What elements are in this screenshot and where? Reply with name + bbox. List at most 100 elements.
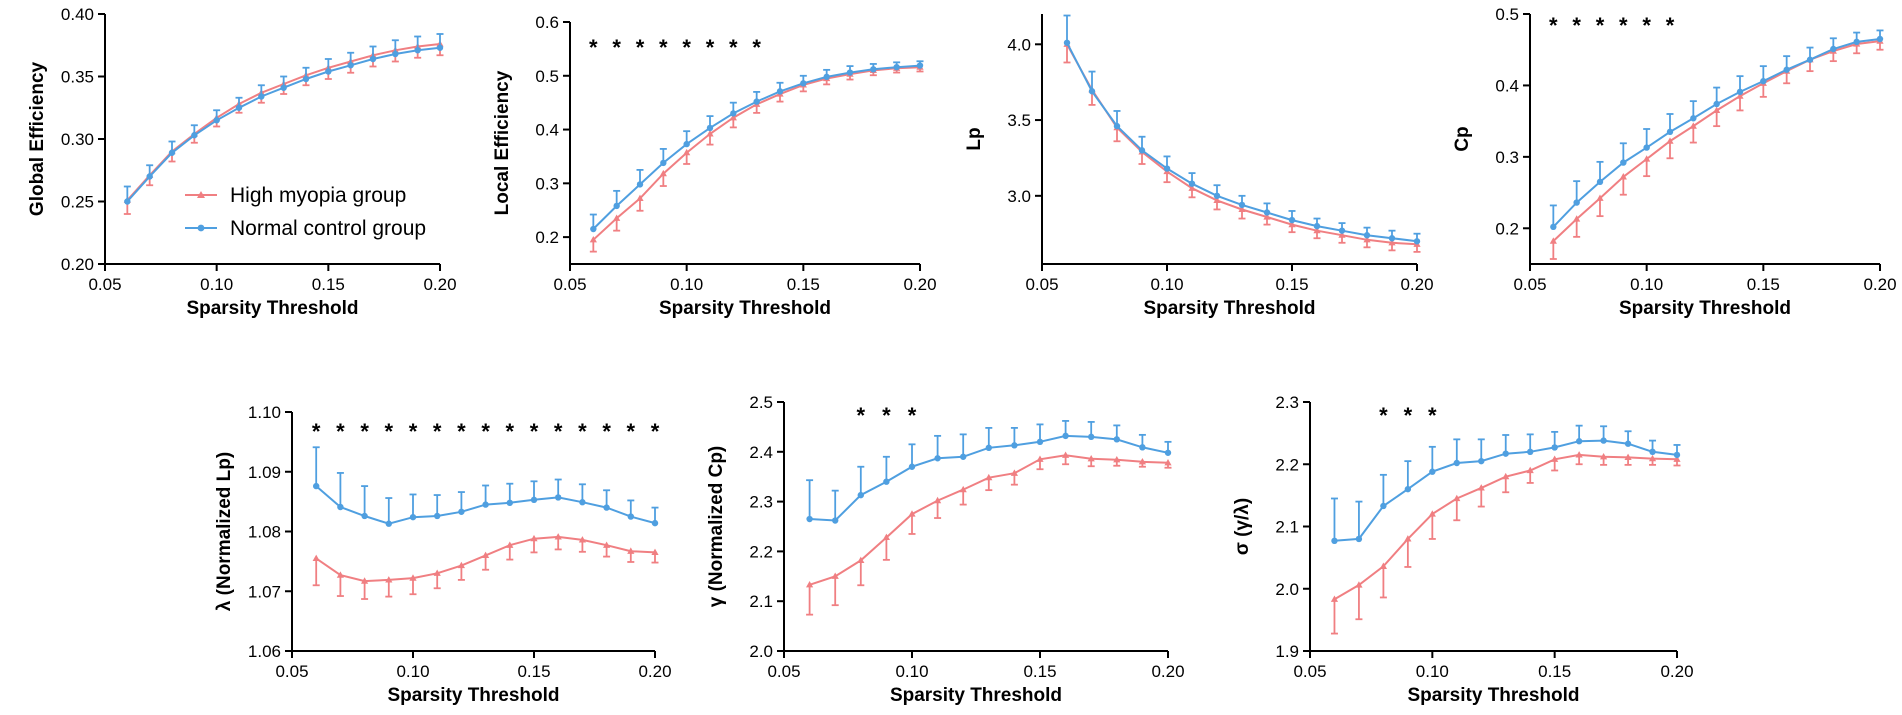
data-point	[1666, 128, 1674, 136]
y-tick-label: 1.06	[248, 642, 281, 661]
x-tick-label: 0.20	[638, 662, 671, 681]
data-point	[235, 104, 243, 111]
data-point	[506, 541, 514, 548]
data-point	[457, 561, 465, 569]
x-tick-label: 0.20	[423, 275, 456, 294]
x-axis-label: Sparsity Threshold	[1619, 298, 1791, 319]
data-point	[1379, 562, 1387, 569]
y-axis-label: λ (Normalized Lp)	[214, 452, 235, 611]
data-point	[1783, 66, 1790, 73]
data-point	[436, 44, 444, 51]
data-point	[530, 496, 538, 504]
data-point	[934, 496, 942, 504]
data-point	[506, 499, 513, 507]
chart-6: 0.05 0.10 0.15 0.20 2.0 2.1 2.2 2.3 2.4 2.5 Sparsi…	[706, 393, 1185, 706]
y-tick-label: 1.10	[248, 403, 281, 422]
y-tick-label: 2.1	[749, 592, 773, 611]
significance-star: *	[882, 403, 891, 428]
significance-star: *	[589, 35, 598, 60]
legend-marker-normal	[197, 224, 205, 232]
data-point	[1388, 235, 1396, 242]
data-point	[753, 98, 760, 105]
data-point	[414, 47, 421, 54]
data-point	[1388, 238, 1396, 246]
data-point	[800, 80, 807, 87]
data-point	[960, 453, 967, 460]
x-tick-label: 0.10	[1630, 275, 1663, 294]
y-tick-label: 0.35	[61, 68, 94, 87]
data-point	[347, 62, 354, 69]
data-point	[337, 503, 344, 511]
data-point	[1760, 77, 1767, 85]
data-point	[1138, 457, 1146, 465]
legend-label-normal: Normal control group	[230, 217, 426, 240]
data-point	[613, 202, 620, 210]
data-point	[1036, 438, 1044, 446]
data-point	[1550, 223, 1557, 231]
x-tick-label: 0.10	[895, 662, 928, 681]
data-point	[124, 198, 131, 205]
legend-marker-high	[197, 191, 205, 198]
significance-star: *	[409, 419, 418, 444]
data-point	[1062, 451, 1070, 458]
y-tick-label: 0.40	[61, 5, 94, 24]
significance-star: *	[706, 35, 715, 60]
data-point	[1596, 194, 1604, 201]
x-axis-label: Sparsity Threshold	[1143, 298, 1315, 319]
data-point	[1624, 440, 1632, 447]
series-normal-control	[1063, 14, 1421, 245]
y-tick-label: 0.20	[61, 255, 94, 274]
data-point	[883, 478, 890, 485]
data-point	[1596, 178, 1604, 186]
data-point	[1062, 432, 1069, 440]
y-tick-label: 2.0	[1275, 580, 1299, 599]
data-point	[369, 55, 377, 63]
data-point	[258, 93, 265, 100]
data-point	[1453, 494, 1461, 502]
data-point	[831, 572, 839, 579]
data-point	[603, 541, 611, 548]
y-tick-label: 0.3	[535, 174, 559, 193]
y-tick-label: 1.08	[248, 523, 281, 542]
significance-star: *	[554, 419, 563, 444]
data-point	[651, 519, 659, 527]
x-tick-label: 0.05	[88, 275, 121, 294]
y-axis-label: Lp	[964, 127, 985, 150]
data-point	[627, 513, 634, 520]
y-tick-label: 4.0	[1007, 35, 1031, 54]
data-point	[916, 62, 924, 69]
data-point	[1573, 215, 1581, 222]
series-normal-control	[1330, 424, 1681, 545]
data-point	[434, 512, 441, 520]
data-point	[554, 533, 562, 540]
data-point	[1404, 485, 1412, 493]
data-point	[579, 499, 586, 506]
chart-5: 0.05 0.10 0.15 0.20 1.06 1.07 1.08 1.09 1.10 Spar…	[214, 403, 672, 706]
significance-star: *	[651, 419, 660, 444]
data-point	[1643, 144, 1650, 151]
data-point	[1188, 184, 1196, 191]
data-point	[385, 520, 392, 527]
x-tick-label: 0.20	[1400, 275, 1433, 294]
data-point	[1288, 216, 1296, 224]
series-high-myopia	[806, 451, 1172, 616]
y-tick-label: 2.3	[1275, 393, 1299, 412]
y-tick-label: 0.4	[535, 121, 559, 140]
data-point	[1527, 448, 1534, 455]
series-high-myopia	[1330, 451, 1681, 635]
significance-star: *	[506, 419, 515, 444]
x-tick-label: 0.15	[1538, 662, 1571, 681]
data-point	[1620, 159, 1627, 166]
data-point	[530, 534, 538, 542]
data-point	[1673, 455, 1681, 462]
series-line	[592, 64, 921, 230]
data-point	[409, 574, 417, 581]
data-point	[1331, 537, 1338, 545]
data-point	[1363, 235, 1371, 243]
data-point	[1502, 472, 1510, 480]
series-normal-control	[123, 33, 444, 205]
data-point	[959, 485, 967, 493]
data-point	[1010, 469, 1018, 476]
y-tick-label: 0.5	[535, 67, 559, 86]
